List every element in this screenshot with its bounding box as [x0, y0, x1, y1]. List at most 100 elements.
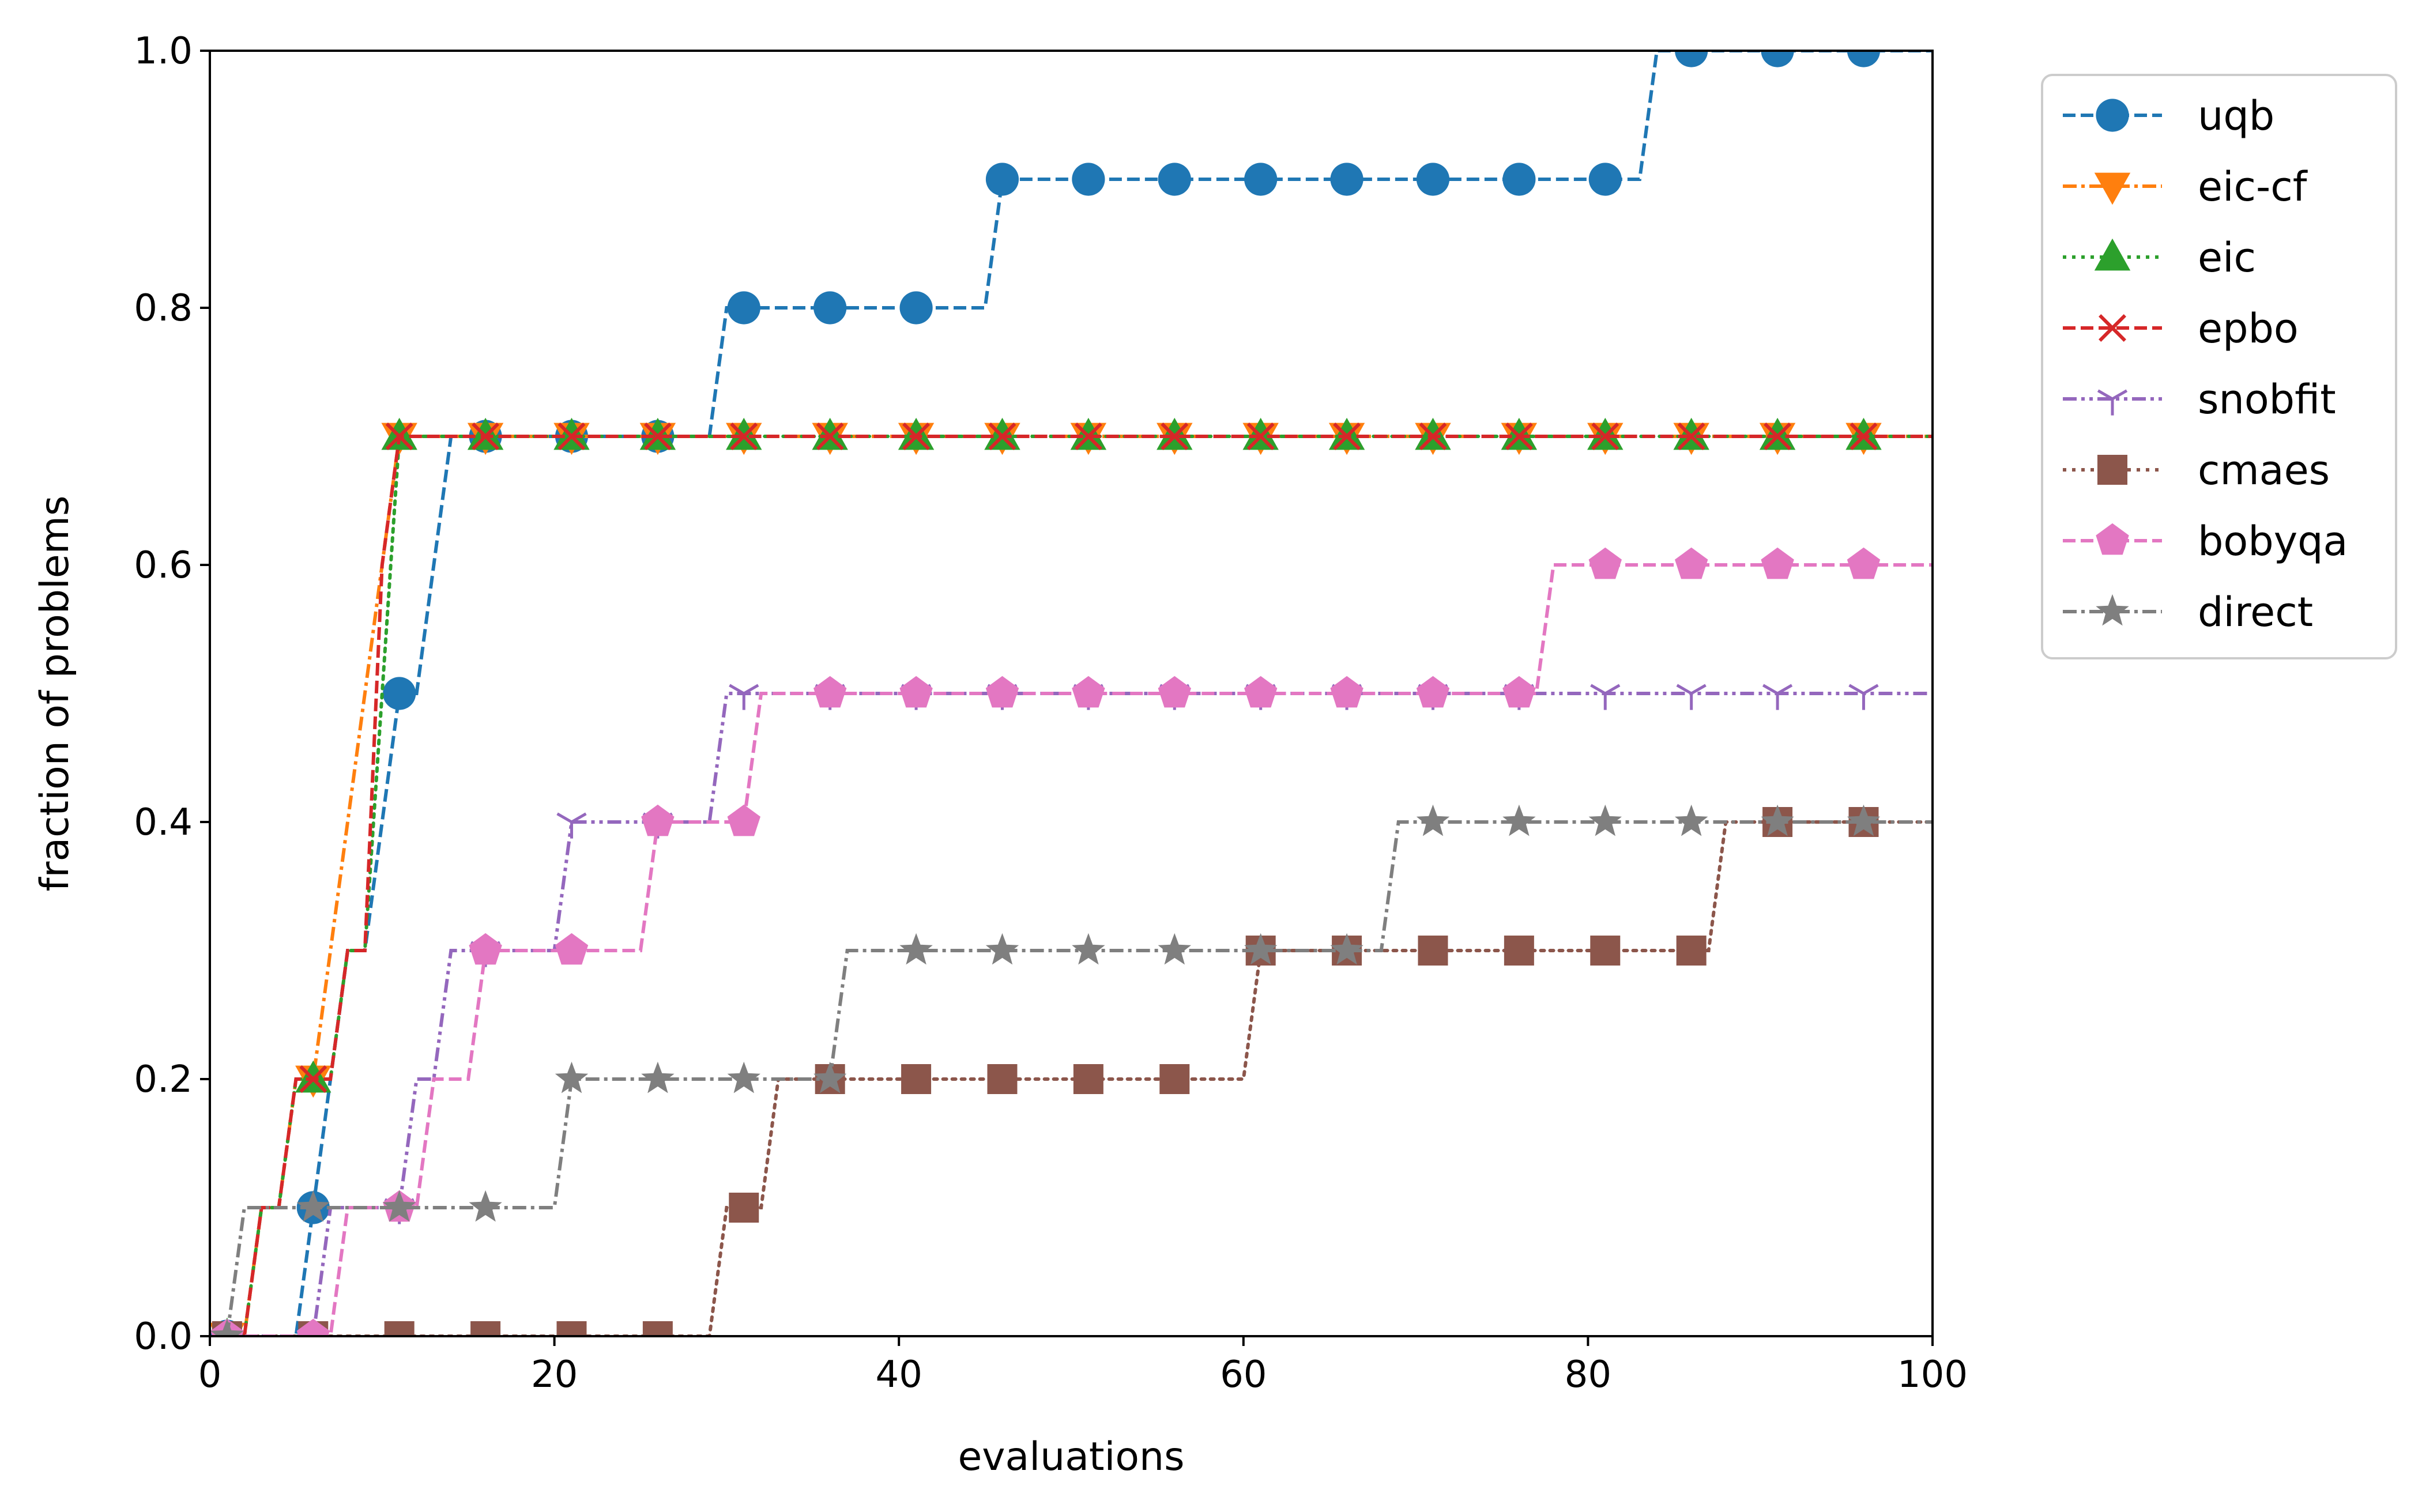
data-point-direct	[1761, 804, 1794, 836]
series-direct	[210, 804, 1933, 1336]
data-point-snobfit	[556, 812, 587, 839]
y-axis: 0.0 0.2 0.4 0.6 0.8 1.0	[134, 30, 210, 1358]
data-point-direct	[1158, 933, 1191, 965]
legend-label-epbo: epbo	[2198, 305, 2299, 352]
data-point-direct	[1588, 804, 1622, 836]
data-point-bobyqa	[1330, 676, 1363, 708]
data-point-epbo	[558, 423, 586, 450]
legend-marker-eic	[2094, 238, 2131, 271]
data-point-uqb	[383, 677, 416, 710]
data-point-epbo	[1161, 423, 1189, 450]
data-point-eic	[726, 417, 762, 450]
data-point-uqb	[727, 291, 760, 325]
legend-entry-epbo: epbo	[2063, 305, 2299, 352]
data-point-eic	[812, 417, 848, 450]
data-point-snobfit	[729, 684, 759, 710]
data-point-bobyqa	[1158, 676, 1191, 708]
legend-entry-eic-cf: eic-cf	[2063, 163, 2308, 210]
data-point-eic	[381, 417, 417, 450]
data-point-bobyqa	[1072, 676, 1105, 708]
legend-label-snobfit: snobfit	[2198, 376, 2336, 423]
data-point-direct	[555, 1061, 589, 1094]
data-point-uqb	[1158, 163, 1191, 196]
data-point-eic	[1845, 417, 1882, 450]
data-point-bobyqa	[985, 676, 1019, 708]
data-point-bobyqa	[1761, 547, 1794, 579]
data-point-cmaes	[556, 1321, 587, 1336]
data-point-direct	[1847, 804, 1881, 836]
data-point-epbo	[902, 423, 931, 450]
y-tick-label: 0.4	[134, 801, 193, 844]
data-point-cmaes	[1590, 936, 1621, 966]
y-tick-label: 0.0	[134, 1315, 193, 1358]
data-point-uqb	[1847, 51, 1881, 67]
data-point-uqb	[1416, 163, 1450, 196]
data-point-cmaes	[1159, 1064, 1190, 1094]
data-point-cmaes	[1073, 1064, 1103, 1094]
data-point-bobyqa	[1675, 547, 1708, 579]
data-point-snobfit	[1590, 684, 1621, 710]
data-point-epbo	[1850, 423, 1878, 450]
data-point-direct	[1502, 804, 1536, 836]
data-point-bobyqa	[813, 676, 847, 708]
legend-marker-eic-cf	[2094, 172, 2131, 205]
legend-marker-cmaes	[2097, 455, 2127, 485]
data-point-bobyqa	[296, 1318, 330, 1336]
legend-entry-cmaes: cmaes	[2063, 447, 2330, 494]
x-tick-label: 40	[875, 1353, 922, 1396]
data-point-bobyqa	[641, 804, 675, 836]
x-tick-label: 100	[1897, 1353, 1968, 1396]
plot-area-frame	[209, 50, 1934, 1337]
legend-marker-snobfit	[2097, 389, 2128, 416]
data-point-cmaes	[384, 1321, 415, 1336]
y-tick-label: 0.6	[134, 544, 193, 587]
data-point-epbo	[1505, 423, 1533, 450]
data-point-direct	[1416, 804, 1450, 836]
data-point-eic	[1242, 417, 1279, 450]
data-point-cmaes	[1504, 936, 1534, 966]
data-point-uqb	[1072, 163, 1105, 196]
data-point-snobfit	[1676, 684, 1707, 710]
data-point-direct	[469, 1190, 502, 1222]
series-bobyqa	[210, 547, 1933, 1336]
x-tick-label: 80	[1565, 1353, 1611, 1396]
data-point-eic	[295, 1060, 332, 1093]
data-point-eic	[467, 417, 504, 450]
data-point-direct	[296, 1190, 330, 1222]
legend-label-uqb: uqb	[2198, 92, 2274, 139]
data-point-cmaes	[470, 1321, 501, 1336]
legend-marker-bobyqa	[2096, 523, 2129, 555]
data-point-direct	[1675, 804, 1708, 836]
data-point-epbo	[472, 423, 500, 450]
y-tick-label: 0.8	[134, 287, 193, 330]
data-point-cmaes	[642, 1321, 673, 1336]
data-point-epbo	[1246, 423, 1275, 450]
data-point-epbo	[299, 1065, 327, 1093]
data-point-uqb	[1761, 51, 1794, 67]
y-tick-label: 1.0	[134, 30, 193, 73]
legend-marker-epbo	[2099, 314, 2126, 342]
data-point-eic	[984, 417, 1020, 450]
data-point-epbo	[385, 423, 413, 450]
x-tick-label: 0	[198, 1353, 222, 1396]
data-point-eic	[1070, 417, 1107, 450]
x-tick-label: 60	[1220, 1353, 1267, 1396]
data-point-uqb	[813, 291, 847, 325]
data-point-direct	[1244, 933, 1278, 965]
data-point-bobyqa	[555, 933, 589, 965]
legend-label-bobyqa: bobyqa	[2198, 518, 2348, 565]
legend: uqb eic-cf eic epbo snobfit cmaes bobyqa direct	[2041, 74, 2397, 659]
data-point-cmaes	[1676, 936, 1707, 966]
data-point-eic	[553, 417, 590, 450]
legend-label-cmaes: cmaes	[2198, 447, 2330, 494]
series-layer	[210, 51, 1933, 1336]
legend-label-direct: direct	[2198, 589, 2313, 636]
data-point-eic	[1157, 417, 1193, 450]
series-line-snobfit	[227, 692, 1933, 1336]
data-point-eic	[1328, 417, 1365, 450]
data-point-eic	[639, 417, 676, 450]
data-point-epbo	[1591, 423, 1619, 450]
legend-label-eic: eic	[2198, 234, 2256, 281]
data-point-bobyqa	[1588, 547, 1622, 579]
